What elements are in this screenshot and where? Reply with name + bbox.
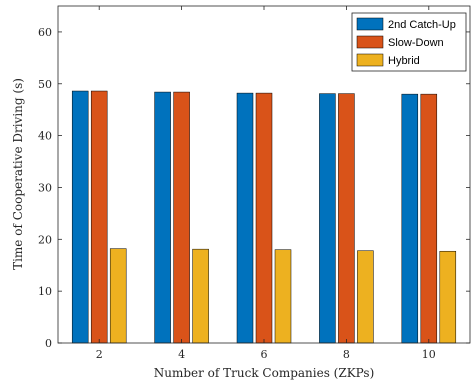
- x-tick-label: 10: [422, 348, 436, 361]
- y-axis-label: Time of Cooperative Driving (s): [11, 78, 25, 270]
- bar-hybrid-8: [357, 250, 374, 344]
- x-tick-label: 4: [178, 348, 185, 361]
- x-axis-label: Number of Truck Companies (ZKPs): [154, 366, 375, 380]
- bar-slow-down-6: [255, 92, 273, 344]
- bar-slow-down-2: [90, 90, 108, 344]
- y-tick-label: 50: [38, 78, 52, 91]
- legend-swatch: [356, 35, 384, 49]
- y-tick-label: 60: [38, 26, 52, 39]
- bar-2nd-catch-up-10: [401, 93, 419, 344]
- y-tick-label: 10: [38, 285, 52, 298]
- legend: 2nd Catch-Up Slow-Down Hybrid: [351, 12, 467, 72]
- legend-label: Hybrid: [388, 55, 420, 67]
- bar-2nd-catch-up-8: [319, 93, 336, 344]
- legend-swatch: [356, 53, 384, 67]
- y-tick-label: 20: [38, 233, 52, 246]
- x-tick-label: 2: [96, 348, 103, 361]
- x-tick-label: 8: [343, 348, 350, 361]
- bar-slow-down-10: [420, 93, 438, 344]
- bar-slow-down-4: [173, 91, 190, 344]
- bar-hybrid-6: [274, 249, 292, 344]
- bar-hybrid-4: [192, 248, 209, 344]
- legend-label: Slow-Down: [388, 37, 444, 49]
- y-tick-label: 40: [38, 130, 52, 143]
- axes-group: 2 4 6 8 10 0 10 20 30 40 50 60: [38, 5, 471, 361]
- y-tick-label: 0: [45, 337, 52, 350]
- bar-hybrid-2: [109, 248, 127, 344]
- bar-2nd-catch-up-6: [236, 92, 254, 344]
- bars-group: [71, 90, 457, 344]
- y-tick-label: 30: [38, 181, 52, 194]
- legend-swatch: [356, 17, 384, 31]
- bar-2nd-catch-up-2: [71, 90, 89, 344]
- x-tick-label: 6: [261, 348, 268, 361]
- bar-slow-down-8: [338, 93, 355, 344]
- legend-label: 2nd Catch-Up: [388, 19, 456, 31]
- bar-2nd-catch-up-4: [154, 91, 171, 344]
- bar-hybrid-10: [439, 250, 457, 344]
- plot-frame: [57, 5, 471, 344]
